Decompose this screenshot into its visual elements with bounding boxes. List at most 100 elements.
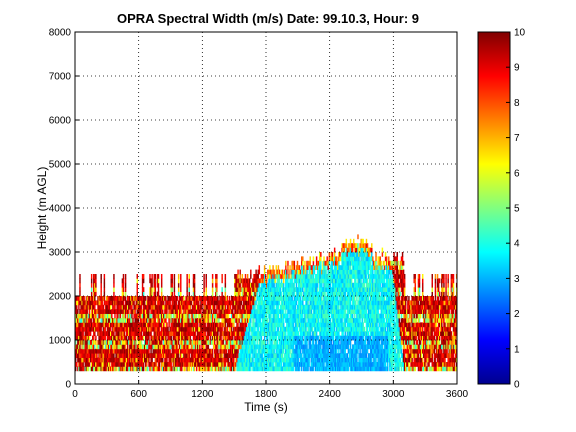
heatmap-cell	[219, 366, 221, 372]
heatmap-cell	[230, 300, 233, 306]
heatmap-cell	[193, 331, 196, 336]
heatmap-cell	[123, 322, 126, 328]
heatmap-cell	[91, 326, 94, 332]
heatmap-cell	[296, 322, 299, 328]
heatmap-cell	[114, 362, 116, 367]
heatmap-cell	[299, 353, 302, 358]
heatmap-cell	[270, 318, 272, 323]
heatmap-cell	[219, 326, 221, 332]
heatmap-cell	[135, 348, 137, 354]
heatmap-cell	[122, 274, 125, 279]
heatmap-cell	[133, 348, 135, 354]
heatmap-cell	[210, 366, 213, 372]
heatmap-cell	[212, 300, 215, 306]
heatmap-cell	[347, 291, 350, 297]
heatmap-cell	[247, 340, 250, 345]
heatmap-cell	[187, 344, 189, 350]
heatmap-cell	[278, 353, 281, 358]
heatmap-cell	[241, 348, 244, 354]
heatmap-cell	[154, 300, 157, 306]
heatmap-cell	[171, 318, 174, 323]
heatmap-cell	[250, 282, 252, 288]
heatmap-cell	[272, 344, 274, 350]
heatmap-cell	[314, 304, 317, 310]
heatmap-cell	[233, 348, 235, 354]
heatmap-cell	[320, 318, 322, 323]
heatmap-cell	[172, 357, 175, 363]
heatmap-cell	[336, 265, 338, 270]
heatmap-cell	[81, 335, 83, 341]
heatmap-cell	[254, 296, 256, 301]
heatmap-cell	[177, 331, 180, 336]
heatmap-cell	[94, 344, 96, 350]
heatmap-cell	[332, 344, 335, 350]
heatmap-cell	[154, 335, 157, 341]
heatmap-cell	[93, 353, 95, 358]
heatmap-cell	[327, 287, 329, 292]
heatmap-cell	[98, 326, 100, 332]
heatmap-cell	[329, 287, 332, 292]
heatmap-cell	[345, 296, 348, 301]
heatmap-cell	[156, 340, 159, 345]
heatmap-cell	[253, 366, 255, 372]
heatmap-cell	[100, 309, 102, 314]
heatmap-cell	[281, 366, 284, 372]
heatmap-cell	[98, 335, 100, 341]
heatmap-cell	[223, 335, 226, 341]
heatmap-cell	[289, 344, 291, 350]
heatmap-cell	[172, 344, 175, 350]
heatmap-cell	[307, 265, 309, 270]
heatmap-cell	[157, 331, 160, 336]
heatmap-cell	[290, 353, 292, 358]
heatmap-cell	[140, 366, 143, 372]
heatmap-cell	[160, 309, 163, 314]
heatmap-cell	[94, 274, 96, 279]
heatmap-cell	[255, 348, 257, 354]
heatmap-cell	[264, 344, 267, 350]
heatmap-cell	[232, 344, 234, 350]
heatmap-cell	[309, 274, 311, 279]
heatmap-cell	[146, 326, 148, 332]
heatmap-cell	[101, 344, 103, 350]
heatmap-cell	[111, 366, 113, 372]
heatmap-cell	[327, 340, 329, 345]
heatmap-cell	[130, 353, 132, 358]
heatmap-cell	[170, 362, 172, 367]
heatmap-cell	[322, 362, 324, 367]
heatmap-cell	[323, 256, 325, 262]
heatmap-cell	[344, 326, 346, 332]
heatmap-cell	[86, 353, 89, 358]
heatmap-cell	[85, 357, 88, 363]
heatmap-cell	[86, 366, 89, 372]
heatmap-cell	[108, 300, 111, 306]
heatmap-cell	[337, 260, 339, 266]
heatmap-cell	[299, 282, 302, 288]
heatmap-cell	[203, 278, 205, 284]
heatmap-cell	[221, 309, 223, 314]
heatmap-cell	[321, 340, 323, 345]
heatmap-cell	[200, 304, 202, 310]
heatmap-cell	[304, 309, 306, 314]
heatmap-cell	[226, 304, 229, 310]
heatmap-cell	[122, 335, 125, 341]
heatmap-cell	[205, 318, 207, 323]
heatmap-cell	[321, 348, 323, 354]
heatmap-cell	[180, 353, 182, 358]
heatmap-cell	[134, 296, 136, 301]
heatmap-cell	[230, 362, 233, 367]
heatmap-cell	[234, 318, 236, 323]
heatmap-cell	[340, 265, 342, 270]
heatmap-cell	[345, 304, 348, 310]
heatmap-cell	[139, 366, 142, 372]
heatmap-cell	[333, 309, 336, 314]
heatmap-cell	[147, 366, 149, 372]
heatmap-cell	[187, 366, 189, 372]
heatmap-cell	[218, 344, 220, 350]
heatmap-cell	[193, 353, 196, 358]
heatmap-cell	[296, 340, 299, 345]
heatmap-cell	[177, 278, 180, 284]
heatmap-cell	[329, 335, 332, 341]
heatmap-cell	[200, 318, 202, 323]
heatmap-cell	[125, 348, 128, 354]
heatmap-cell	[212, 331, 215, 336]
